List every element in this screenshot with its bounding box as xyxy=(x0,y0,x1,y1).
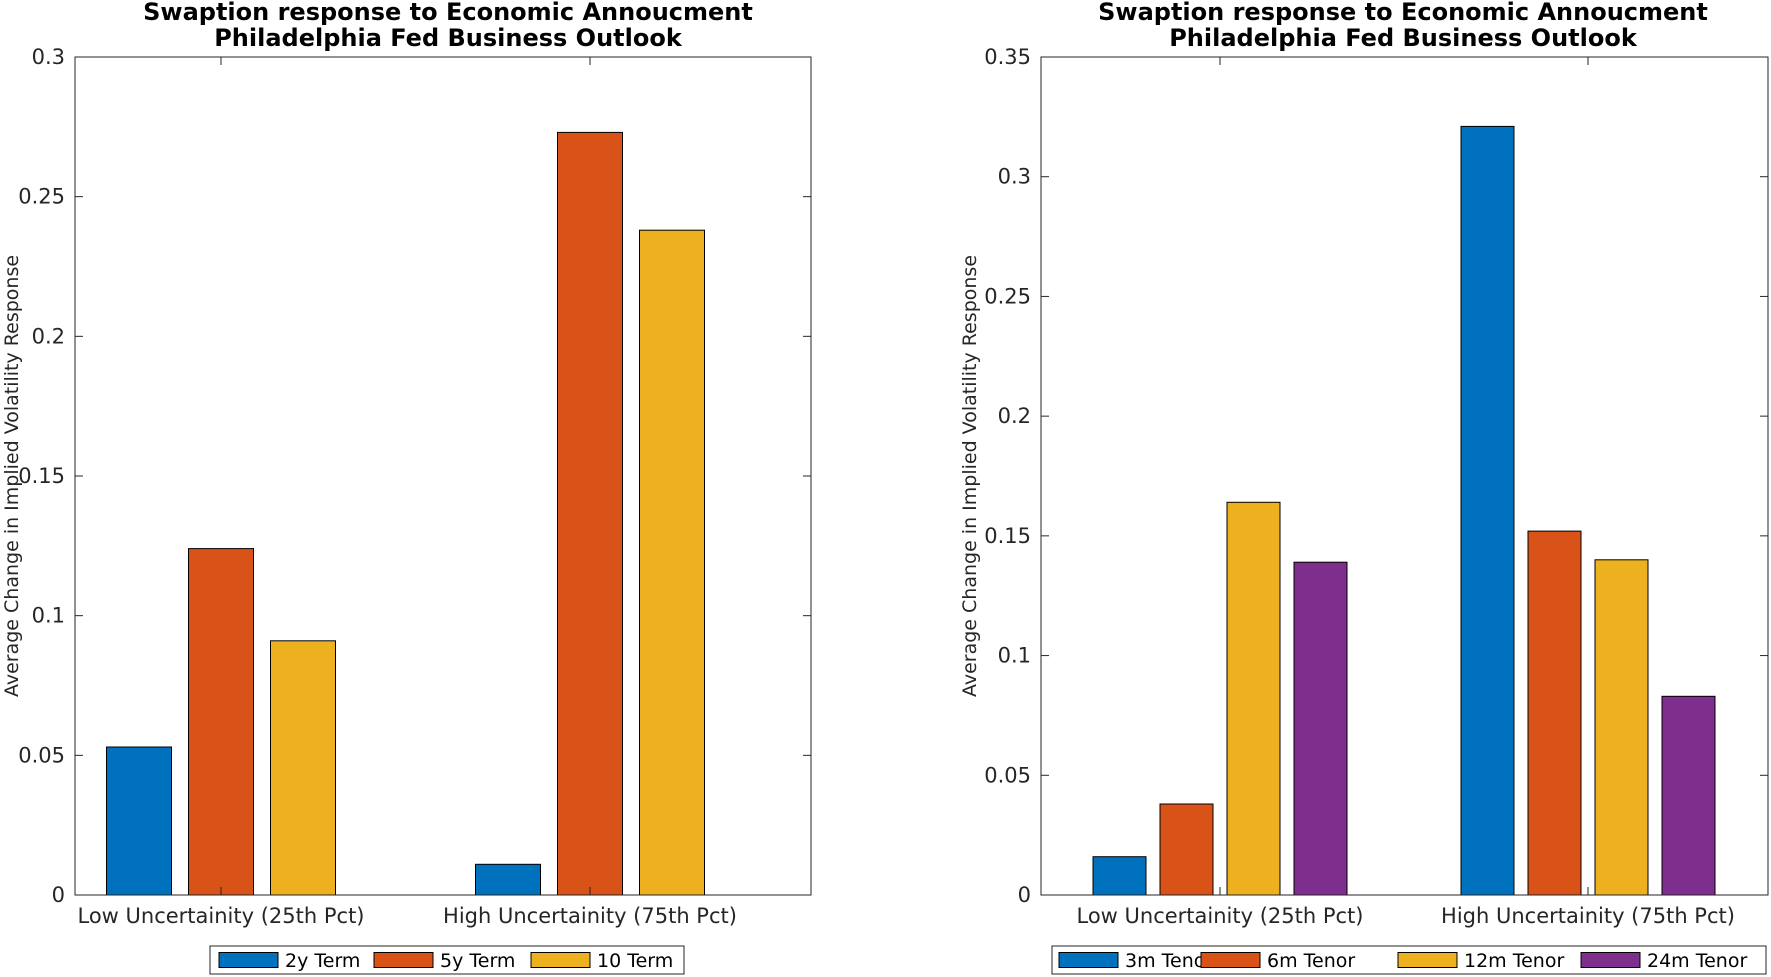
y-tick-label: 0.1 xyxy=(32,604,65,628)
y-tick-label: 0 xyxy=(1018,883,1031,907)
bar-24m-tenor-1 xyxy=(1293,561,1348,896)
legend-label: 24m Tenor xyxy=(1647,950,1747,972)
category-label: High Uncertainity (75th Pct) xyxy=(1441,904,1735,928)
legend: 3m Tenor 6m Tenor 12m Tenor 24m Tenor xyxy=(1051,945,1767,975)
bar-3m-tenor-2 xyxy=(1460,125,1515,896)
bar-24m-tenor-2 xyxy=(1661,695,1716,896)
y-tick-label: 0.2 xyxy=(998,404,1031,428)
axes-box xyxy=(1040,56,1769,896)
chart-title-line-2: Philadelphia Fed Business Outlook xyxy=(1169,24,1638,52)
category-label: Low Uncertainity (25th Pct) xyxy=(1077,904,1364,928)
y-tick-label: 0.3 xyxy=(32,45,65,69)
bar-12m-tenor-1 xyxy=(1226,501,1281,896)
bar-10-term-2 xyxy=(639,229,705,896)
chart-1: 0 0.05 0.1 0.15 0.2 0.25 0.3 Low Uncertainity (… xyxy=(1,0,812,975)
legend-label: 12m Tenor xyxy=(1464,950,1564,972)
legend-box xyxy=(209,945,685,975)
category-label: Low Uncertainity (25th Pct) xyxy=(78,904,365,928)
bar-5y-term-2 xyxy=(557,131,623,896)
y-tick-label: 0.05 xyxy=(984,763,1031,787)
bar-10-term-1 xyxy=(270,640,336,896)
chart-title-line-1: Swaption response to Economic Annoucment xyxy=(143,0,753,26)
legend-swatch xyxy=(1580,952,1641,968)
bar-6m-tenor-2 xyxy=(1527,530,1582,896)
y-tick-label: 0.05 xyxy=(18,743,65,767)
bar-2y-term-1 xyxy=(106,746,172,896)
chart-title-line-1: Swaption response to Economic Annoucment xyxy=(1098,0,1708,26)
legend-swatch xyxy=(530,952,591,968)
legend-label: 3m Tenor xyxy=(1125,950,1213,972)
y-axis-label: Average Change in Implied Volatility Res… xyxy=(1,255,23,697)
legend-label: 10 Term xyxy=(597,950,673,972)
legend-swatch xyxy=(218,952,279,968)
legend-label: 6m Tenor xyxy=(1267,950,1355,972)
category-label: High Uncertainity (75th Pct) xyxy=(443,904,737,928)
y-tick-label: 0.1 xyxy=(998,644,1031,668)
y-tick-label: 0.2 xyxy=(32,324,65,348)
chart-2: 0 0.05 0.1 0.15 0.2 0.25 0.3 0.35 Low Uncertaini… xyxy=(959,0,1769,975)
bar-6m-tenor-1 xyxy=(1159,803,1214,896)
legend-swatch xyxy=(1200,952,1261,968)
legend-swatch xyxy=(1058,952,1119,968)
legend-label: 5y Term xyxy=(440,950,515,972)
bar-3m-tenor-1 xyxy=(1092,856,1147,896)
y-tick-label: 0.15 xyxy=(984,524,1031,548)
y-tick-label: 0.3 xyxy=(998,165,1031,189)
y-tick-label: 0 xyxy=(52,883,65,907)
legend-swatch xyxy=(373,952,434,968)
y-tick-label: 0.15 xyxy=(18,464,65,488)
y-tick-label: 0.35 xyxy=(984,45,1031,69)
bar-2y-term-2 xyxy=(475,863,541,896)
y-axis-label: Average Change in Implied Volatility Res… xyxy=(959,255,981,697)
legend: 2y Term 5y Term 10 Term xyxy=(209,945,685,975)
bar-12m-tenor-2 xyxy=(1594,559,1649,896)
y-tick-label: 0.25 xyxy=(18,185,65,209)
y-tick-label: 0.25 xyxy=(984,284,1031,308)
chart-title-line-2: Philadelphia Fed Business Outlook xyxy=(214,24,683,52)
bar-5y-term-1 xyxy=(188,548,254,896)
legend-swatch xyxy=(1397,952,1458,968)
legend-label: 2y Term xyxy=(285,950,360,972)
